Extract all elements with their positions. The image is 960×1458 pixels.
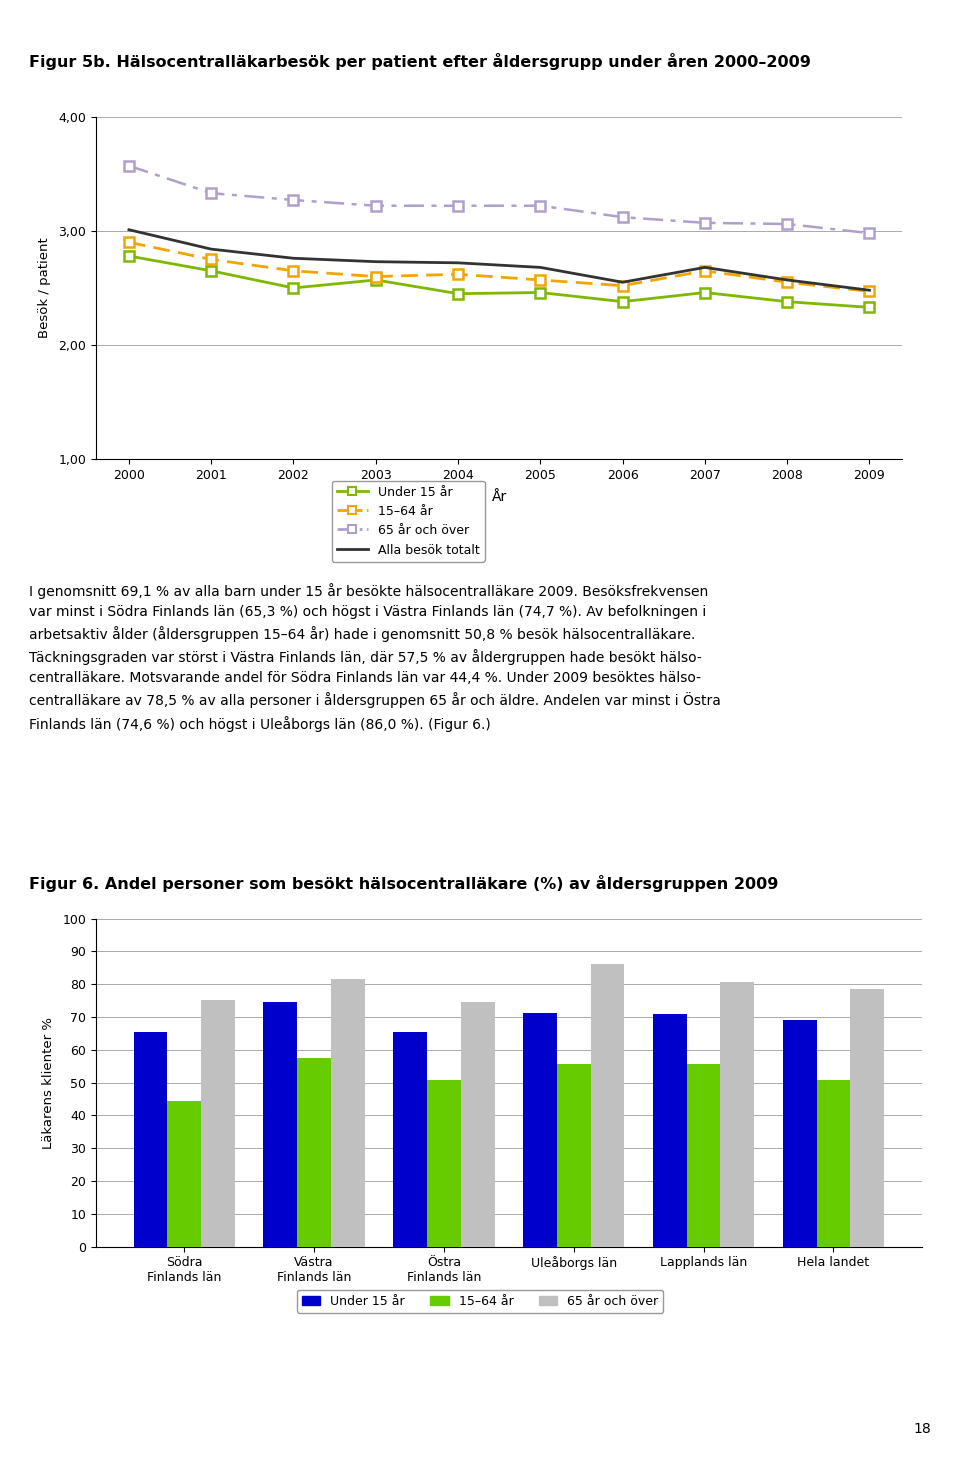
Bar [782, 1021, 817, 1247]
Y-axis label: Läkarens klienter %: Läkarens klienter % [42, 1016, 56, 1149]
Bar [298, 1059, 331, 1247]
Bar [817, 1080, 851, 1247]
Bar [331, 980, 365, 1247]
Bar [133, 1032, 167, 1247]
Bar [653, 1015, 686, 1247]
Text: I genomsnitt 69,1 % av alla barn under 15 år besökte hälsocentralläkare 2009. Be: I genomsnitt 69,1 % av alla barn under 1… [29, 583, 721, 732]
Bar [686, 1063, 720, 1247]
Legend: Under 15 år, 15–64 år, 65 år och över: Under 15 år, 15–64 år, 65 år och över [297, 1290, 663, 1312]
Bar [427, 1080, 461, 1247]
Bar [461, 1002, 494, 1247]
Bar [167, 1101, 201, 1247]
Y-axis label: Besök / patient: Besök / patient [38, 238, 52, 338]
Text: 18: 18 [914, 1422, 931, 1436]
Text: Figur 5b. Hälsocentralläkarbesök per patient efter åldersgrupp under åren 2000–2: Figur 5b. Hälsocentralläkarbesök per pat… [29, 54, 810, 70]
Bar [590, 965, 624, 1247]
Legend: Under 15 år, 15–64 år, 65 år och över, Alla besök totalt: Under 15 år, 15–64 år, 65 år och över, A… [331, 481, 485, 561]
Bar [394, 1032, 427, 1247]
Bar [720, 981, 755, 1247]
Bar [263, 1002, 298, 1247]
Text: Figur 6. Andel personer som besökt hälsocentralläkare (%) av åldersgruppen 2009: Figur 6. Andel personer som besökt hälso… [29, 875, 779, 892]
X-axis label: År: År [492, 490, 507, 504]
Bar [851, 989, 884, 1247]
Bar [523, 1013, 557, 1247]
Bar [201, 1000, 235, 1247]
Bar [557, 1063, 590, 1247]
